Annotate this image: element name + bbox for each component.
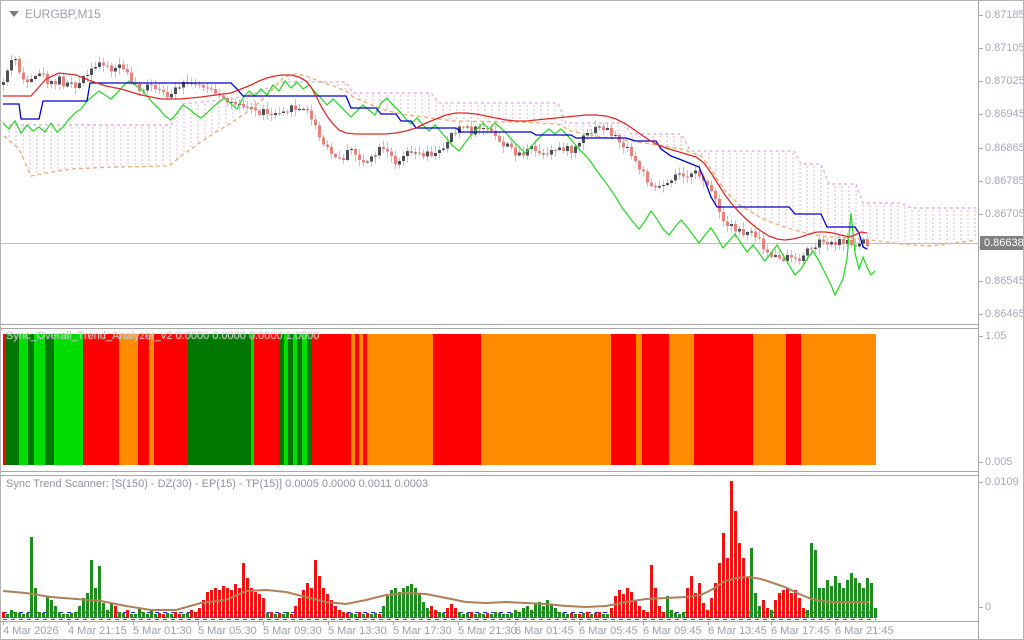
- scale-label: 0.87025: [985, 75, 1024, 87]
- main-price-chart[interactable]: [1, 1, 979, 324]
- time-label: 5 Mar 17:30: [393, 625, 452, 637]
- time-tick: [393, 621, 394, 625]
- scale-label: 0.86945: [985, 108, 1024, 120]
- scale-tick: [979, 462, 983, 463]
- scale-label: 0.86705: [985, 208, 1024, 220]
- scale-tick: [979, 48, 983, 49]
- trend-analyzer-panel[interactable]: [1, 328, 979, 471]
- scale-tick: [979, 336, 983, 337]
- scale-tick: [979, 15, 983, 16]
- time-label: 6 Mar 05:45: [579, 625, 638, 637]
- time-tick: [458, 621, 459, 625]
- scale-tick: [979, 114, 983, 115]
- time-label: 6 Mar 13:45: [708, 625, 767, 637]
- time-label: 5 Mar 21:30: [458, 625, 517, 637]
- scale-label: 0: [985, 601, 992, 613]
- time-tick: [68, 621, 69, 625]
- time-tick: [771, 621, 772, 625]
- splitter-line[interactable]: [1, 475, 979, 476]
- splitter-line[interactable]: [1, 471, 979, 472]
- time-tick: [643, 621, 644, 625]
- scale-label: 0.0109: [985, 476, 1019, 488]
- time-tick: [579, 621, 580, 625]
- scale-label: 1.05: [985, 330, 1007, 342]
- time-tick: [133, 621, 134, 625]
- scale-label: 0.005: [985, 456, 1013, 468]
- scale-label: 0.87185: [985, 9, 1024, 21]
- scale-tick: [979, 281, 983, 282]
- time-label: 5 Mar 05:30: [198, 625, 257, 637]
- time-label: 5 Mar 09:30: [263, 625, 322, 637]
- price-scale[interactable]: 0.87185 0.87105 0.87025 0.86945 0.86865 0.867…: [979, 1, 1024, 639]
- scale-separator[interactable]: [978, 1, 979, 639]
- scale-tick: [979, 81, 983, 82]
- current-price-badge: 0.86638: [980, 236, 1023, 250]
- scale-label: 0.86545: [985, 275, 1024, 287]
- scale-tick: [979, 607, 983, 608]
- splitter-line[interactable]: [1, 328, 979, 329]
- time-tick: [328, 621, 329, 625]
- time-tick: [515, 621, 516, 625]
- trend-analyzer-label: Sync_Overall_Trend_Analyzer_v2 0.0000 0.…: [6, 330, 320, 342]
- splitter-line[interactable]: [1, 324, 979, 325]
- scale-tick: [979, 214, 983, 215]
- time-tick: [835, 621, 836, 625]
- scale-tick: [979, 148, 983, 149]
- time-label: 4 Mar 21:15: [68, 625, 127, 637]
- symbol-timeframe-label: EURGBP,M15: [25, 7, 101, 21]
- scale-label: 0.86785: [985, 175, 1024, 187]
- time-tick: [198, 621, 199, 625]
- time-label: 5 Mar 13:30: [328, 625, 387, 637]
- time-label: 6 Mar 17:45: [771, 625, 830, 637]
- scale-tick: [979, 181, 983, 182]
- time-label: 6 Mar 21:45: [835, 625, 894, 637]
- time-tick: [3, 621, 4, 625]
- time-label: 6 Mar 01:45: [515, 625, 574, 637]
- time-axis[interactable]: 4 Mar 2026 4 Mar 21:15 5 Mar 01:30 5 Mar 05…: [1, 621, 979, 639]
- time-tick: [263, 621, 264, 625]
- scale-label: 0.86865: [985, 142, 1024, 154]
- scale-tick: [979, 314, 983, 315]
- scale-label: 0.87105: [985, 42, 1024, 54]
- chevron-down-icon[interactable]: [9, 11, 19, 17]
- time-tick: [708, 621, 709, 625]
- time-axis-line: [1, 621, 979, 622]
- trend-scanner-label: Sync Trend Scanner: [S(150) - DZ(30) - E…: [6, 478, 429, 490]
- trend-scanner-panel[interactable]: [1, 475, 979, 621]
- scale-label: 0.86465: [985, 308, 1024, 320]
- time-label: 4 Mar 2026: [3, 625, 59, 637]
- time-label: 6 Mar 09:45: [643, 625, 702, 637]
- chart-title: EURGBP,M15: [9, 7, 101, 21]
- scale-tick: [979, 482, 983, 483]
- time-label: 5 Mar 01:30: [133, 625, 192, 637]
